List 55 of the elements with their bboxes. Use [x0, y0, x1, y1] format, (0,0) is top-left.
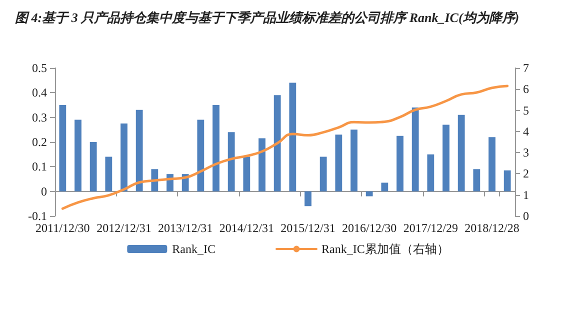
line-series	[61, 84, 509, 210]
y2-tick-label: 1	[523, 188, 529, 202]
y2-tick-label: 2	[523, 166, 529, 181]
bar	[396, 136, 404, 192]
y-tick-label: 0.3	[32, 110, 47, 124]
bar	[381, 182, 388, 192]
x-tick-label: 2011/12/30	[36, 221, 90, 235]
y2-tick-label: 4	[523, 124, 529, 138]
bar	[212, 105, 220, 192]
bar	[458, 114, 465, 192]
x-tick-label: 2014/12/31	[219, 221, 274, 235]
bar	[289, 82, 296, 192]
bar	[274, 95, 281, 192]
y2-tick-label: 3	[523, 146, 529, 160]
y2-tick-label: 0	[523, 209, 529, 223]
bar	[151, 169, 158, 192]
y-tick-label: 0	[41, 184, 47, 198]
legend-label: Rank_IC累加值（右轴）	[322, 242, 449, 256]
y2-tick-label: 5	[523, 103, 529, 118]
y2-tick-label: 7	[523, 61, 529, 75]
y-tick-label: 0.4	[32, 86, 47, 100]
bar	[366, 191, 373, 196]
x-tick-label: 2016/12/30	[342, 221, 397, 235]
y2-tick-label: 6	[523, 82, 529, 96]
chart-title: 图 4:基于 3 只产品持仓集中度与基于下季产品业绩标准差的公司排序 Rank_IC(均为降序)	[15, 10, 520, 25]
legend-label: Rank_IC	[172, 242, 216, 256]
bar	[442, 124, 450, 192]
y-tick-label: 0.2	[32, 135, 47, 149]
bar	[412, 107, 419, 192]
y-tick-label: 0.5	[32, 61, 47, 75]
bar	[473, 169, 480, 192]
bar	[120, 124, 128, 192]
x-tick-label: 2018/12/28	[464, 221, 520, 235]
x-tick-label: 2017/12/29	[403, 221, 458, 235]
bar	[136, 110, 143, 192]
y-tick-label: -0.1	[28, 209, 47, 223]
bar	[427, 154, 434, 192]
bar	[197, 120, 204, 192]
x-tick-label: 2012/12/31	[96, 221, 152, 235]
bar	[74, 120, 82, 192]
bar	[90, 142, 97, 192]
x-tick-label: 2013/12/31	[158, 221, 213, 235]
y-tick-label: 0.1	[32, 160, 47, 174]
bar	[304, 191, 312, 206]
bar	[504, 170, 511, 192]
bar	[243, 156, 250, 192]
x-tick-label: 2015/12/31	[280, 221, 336, 235]
bar	[258, 138, 266, 192]
bar	[228, 132, 235, 192]
bar	[105, 156, 112, 192]
bar	[488, 137, 496, 192]
bar	[59, 105, 66, 192]
bar	[335, 134, 342, 192]
bar	[320, 156, 327, 192]
bar	[350, 130, 358, 192]
